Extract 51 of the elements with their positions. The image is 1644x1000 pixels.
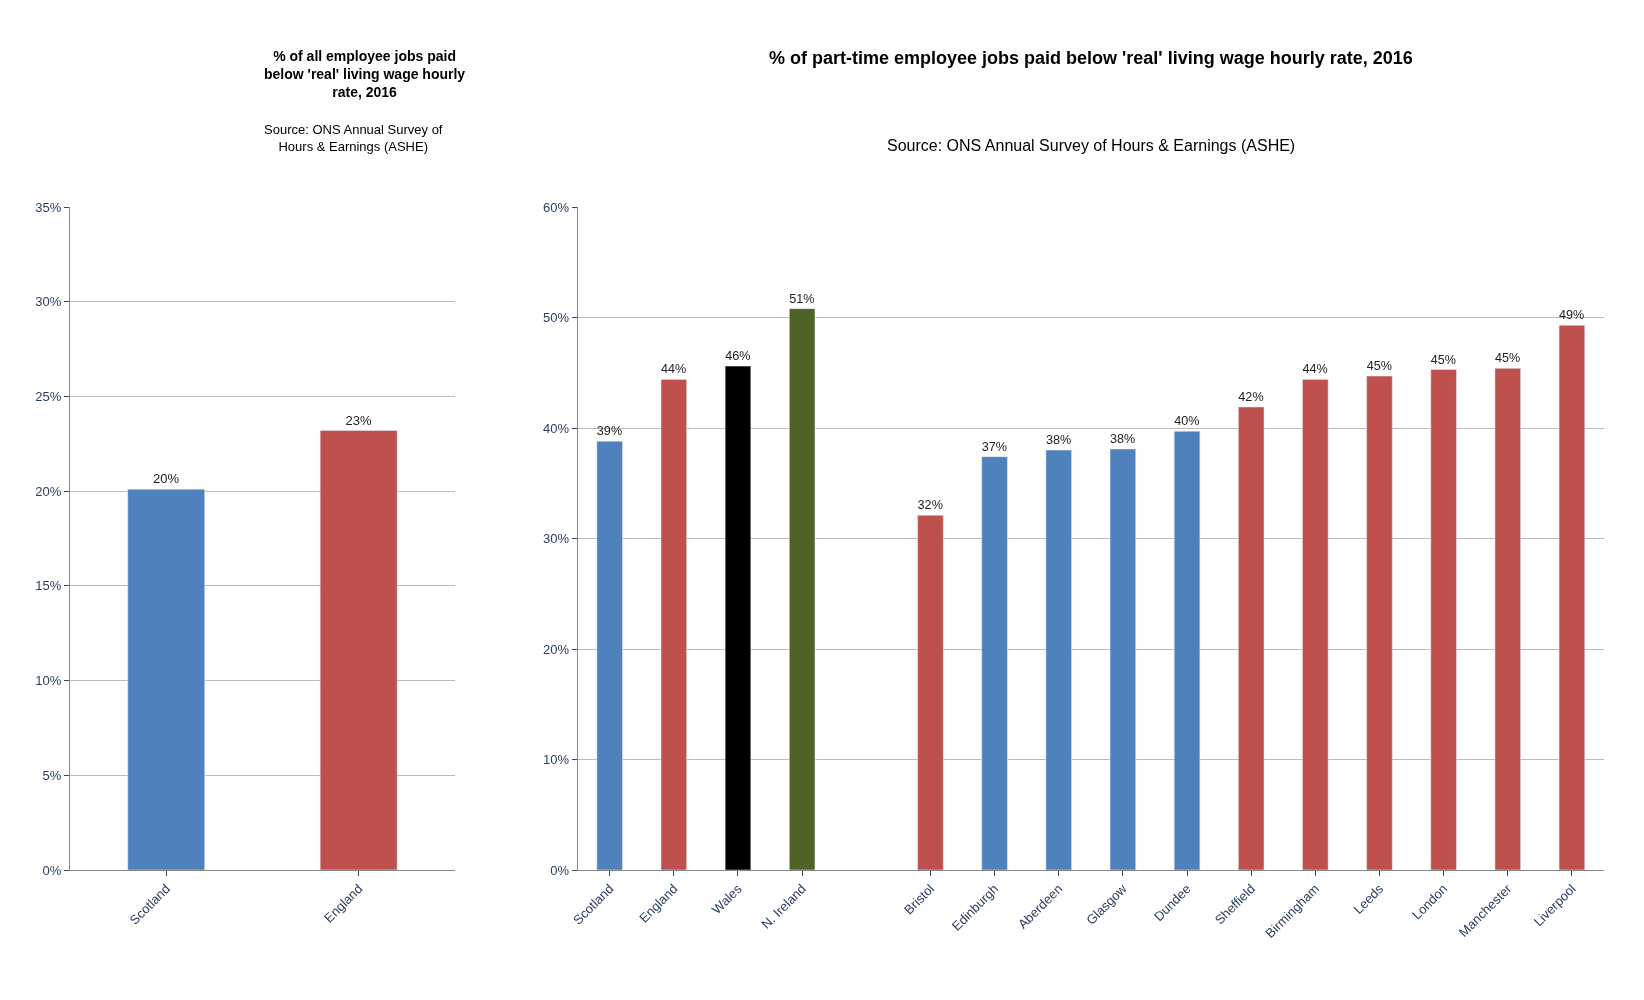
data-label: 37% [981,439,1007,454]
data-label: 23% [345,412,372,428]
bar [981,456,1008,870]
chart-subtitle: Source: ONS Annual Survey of Hours & Earnings (ASHE) [887,137,1296,154]
data-label: 42% [1238,390,1264,405]
data-label: 40% [1174,414,1200,429]
data-label: 20% [152,471,180,487]
data-label: 49% [1559,308,1585,323]
bar [1302,379,1329,870]
bar [1430,369,1457,870]
bar [1494,368,1521,870]
data-label: 38% [1045,433,1072,448]
y-tick-label: 25% [35,388,62,404]
bar [660,379,687,870]
y-tick-label: 60% [542,199,570,215]
y-tick-label: 10% [35,673,62,689]
y-tick-label: 10% [542,752,570,768]
y-tick-label: 0% [42,862,62,878]
y-tick-label: 15% [35,578,62,594]
data-label: 45% [1494,351,1521,366]
chart-title: % of part-time employee jobs paid below 'real' living wage hourly rate, 2016 [769,48,1413,68]
bar [1366,375,1393,870]
data-label: 45% [1366,359,1392,374]
bar [724,365,752,870]
data-label: 45% [1430,352,1457,367]
data-label: 44% [661,362,687,377]
bar [1109,448,1136,870]
data-label: 46% [725,349,751,364]
y-tick-label: 40% [542,420,570,436]
bar [1238,406,1265,870]
bar [917,515,944,870]
bar [596,441,623,870]
bar [1045,449,1072,870]
y-tick-label: 30% [542,531,570,547]
y-tick-label: 50% [542,310,570,326]
bar [789,308,816,870]
data-label: 38% [1110,432,1136,447]
data-label: 32% [917,498,943,513]
chart-title: % of all employee jobs paid below 'real' living wage hourly rate, 2016 [264,48,466,101]
bar [1173,431,1201,870]
y-tick-label: 20% [542,641,570,657]
bar [1558,324,1585,870]
data-label: 44% [1302,362,1328,377]
y-tick-label: 5% [42,767,62,783]
data-label: 39% [596,424,623,439]
y-tick-label: 30% [35,294,62,310]
chart-subtitle: Source: ONS Annual Survey of Hours & Earnings (ASHE) [264,122,443,154]
y-tick-label: 35% [35,199,62,215]
data-label: 51% [789,291,815,306]
y-tick-label: 0% [550,862,570,878]
y-tick-label: 20% [35,483,62,499]
